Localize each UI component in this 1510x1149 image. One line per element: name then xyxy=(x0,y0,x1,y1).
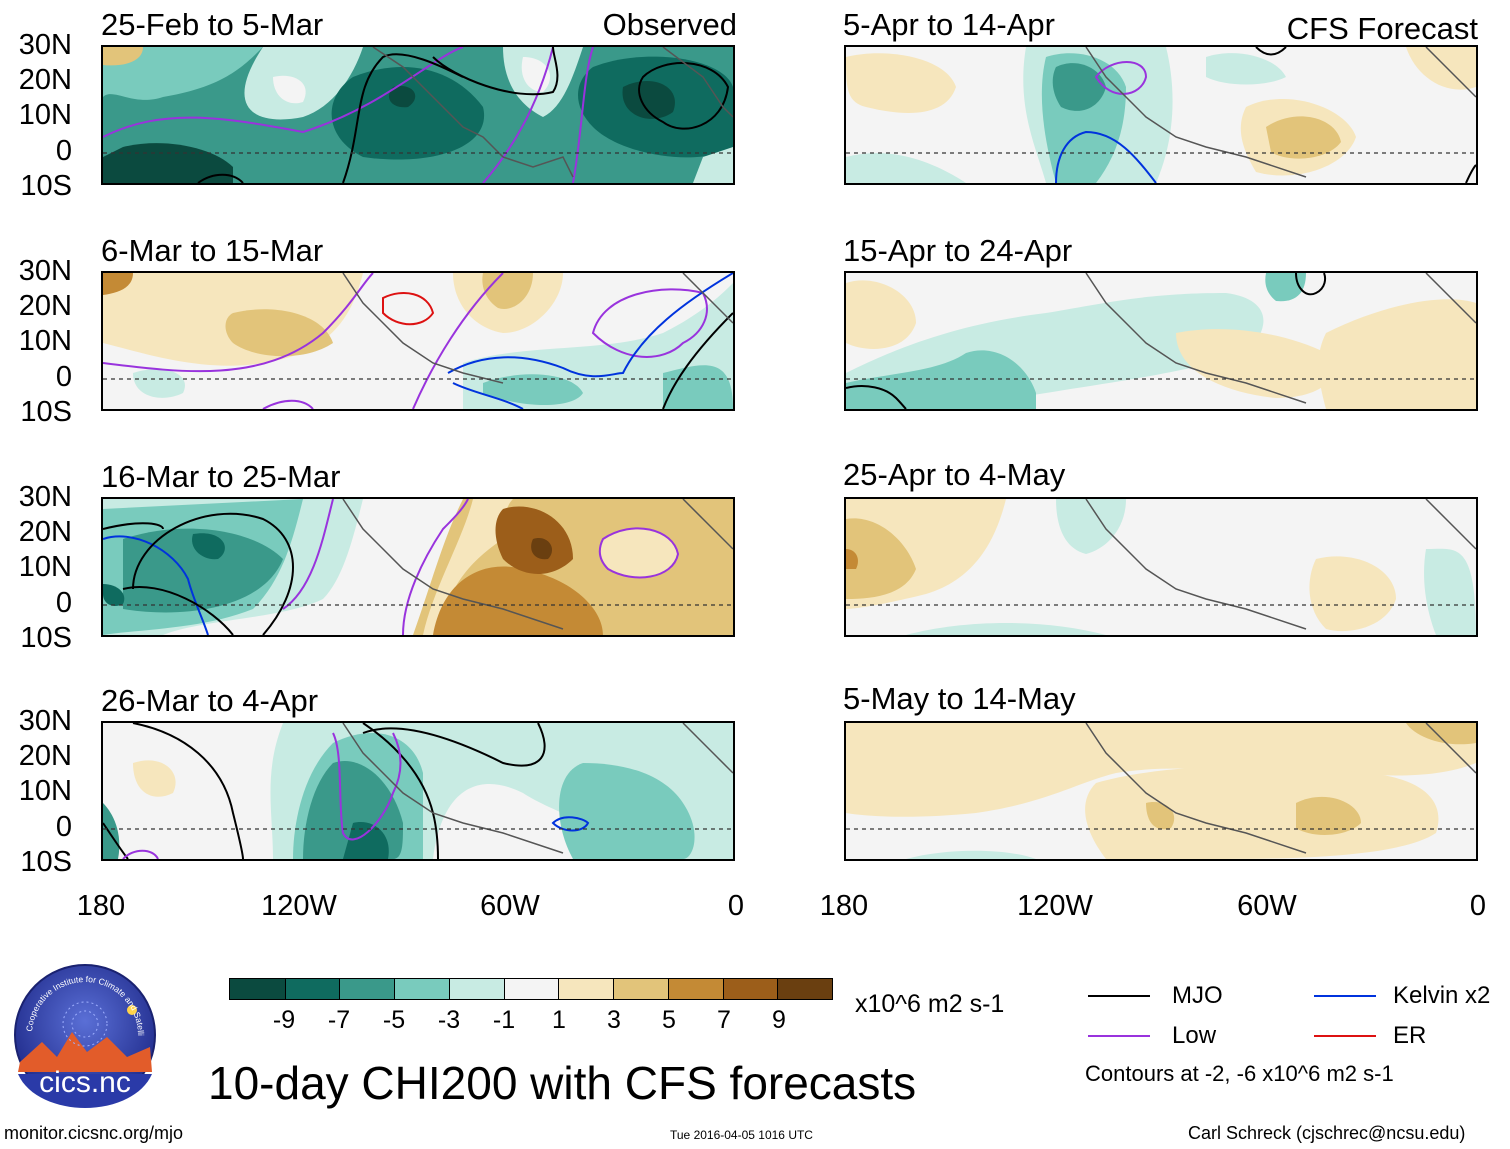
colorbar-label: 5 xyxy=(662,1006,676,1034)
colorbar-labels: -9 -7 -5 -3 -1 1 3 5 7 9 xyxy=(229,1006,833,1036)
colorbar xyxy=(229,978,833,1000)
mjo-line-swatch xyxy=(1088,995,1150,997)
panel-tag: CFS Forecast xyxy=(1286,11,1478,46)
lat-label: 10N xyxy=(18,99,72,131)
lon-label: 120W xyxy=(261,890,337,922)
lat-label: 20N xyxy=(18,290,72,322)
colorbar-cell xyxy=(777,979,832,999)
colorbar-cell xyxy=(230,979,285,999)
map-panel xyxy=(101,45,735,185)
colorbar-cell xyxy=(558,979,614,999)
lat-label: 30N xyxy=(18,705,72,737)
panel-title: 15-Apr to 24-Apr xyxy=(843,233,1073,268)
lat-label: 0 xyxy=(55,135,72,167)
panel-title: 25-Apr to 4-May xyxy=(843,457,1066,492)
lon-label: 180 xyxy=(76,890,126,922)
colorbar-label: 3 xyxy=(607,1006,621,1034)
legend-label: Low xyxy=(1172,1022,1217,1049)
lat-label: 0 xyxy=(55,361,72,393)
lon-label: 0 xyxy=(1469,890,1487,922)
panel-title: 5-Apr to 14-Apr xyxy=(843,7,1055,42)
colorbar-cell xyxy=(284,979,340,999)
er-line-swatch xyxy=(1314,1035,1376,1037)
footer-author: Carl Schreck (cjschrec@ncsu.edu) xyxy=(1188,1123,1466,1143)
colorbar-cell xyxy=(448,979,504,999)
colorbar-units: x10^6 m2 s-1 xyxy=(855,990,1005,1018)
main-title: 10-day CHI200 with CFS forecasts xyxy=(208,1057,917,1109)
colorbar-label: -7 xyxy=(327,1006,351,1034)
lon-label: 0 xyxy=(727,890,745,922)
lat-label: 10S xyxy=(20,622,72,654)
lat-label: 10S xyxy=(20,396,72,428)
lat-label: 10N xyxy=(18,775,72,807)
colorbar-label: -1 xyxy=(492,1006,516,1034)
lon-label: 60W xyxy=(480,890,540,922)
legend-label: ER xyxy=(1393,1022,1427,1049)
low-line-swatch xyxy=(1088,1035,1150,1037)
panel-tag: Observed xyxy=(602,7,737,42)
colorbar-label: 9 xyxy=(772,1006,786,1034)
footer-timestamp: Tue 2016-04-05 1016 UTC xyxy=(670,1128,813,1142)
panel-title: 25-Feb to 5-Mar xyxy=(101,7,324,42)
colorbar-cell xyxy=(503,979,559,999)
lat-label: 10S xyxy=(20,846,72,878)
colorbar-label: -3 xyxy=(437,1006,461,1034)
colorbar-label: -5 xyxy=(382,1006,406,1034)
colorbar-label: -9 xyxy=(272,1006,296,1034)
kelvin-line-swatch xyxy=(1314,995,1376,997)
legend-label: MJO xyxy=(1172,982,1223,1009)
lat-label: 0 xyxy=(55,811,72,843)
colorbar-cell xyxy=(722,979,778,999)
colorbar-label: 7 xyxy=(717,1006,731,1034)
colorbar-cells xyxy=(230,979,832,999)
lat-label: 20N xyxy=(18,516,72,548)
map-panel xyxy=(101,721,735,861)
lat-label: 10N xyxy=(18,325,72,357)
lat-label: 10S xyxy=(20,170,72,202)
map-panel xyxy=(844,271,1478,411)
map-panel xyxy=(844,497,1478,637)
logo-text: cics.nc xyxy=(39,1066,131,1099)
colorbar-label: 1 xyxy=(552,1006,566,1034)
colorbar-cell xyxy=(394,979,449,999)
panel-title: 16-Mar to 25-Mar xyxy=(101,459,341,494)
cics-logo: Cooperative Institute for Climate and Sa… xyxy=(10,954,158,1108)
lon-label: 180 xyxy=(819,890,869,922)
panel-title: 26-Mar to 4-Apr xyxy=(101,683,319,718)
lat-label: 20N xyxy=(18,740,72,772)
panel-title: 5-May to 14-May xyxy=(843,681,1076,716)
map-panel xyxy=(101,497,735,637)
lat-label: 10N xyxy=(18,551,72,583)
panel-title: 6-Mar to 15-Mar xyxy=(101,233,324,268)
contours-note: Contours at -2, -6 x10^6 m2 s-1 xyxy=(1085,1061,1394,1086)
colorbar-cell xyxy=(667,979,723,999)
map-panel xyxy=(844,45,1478,185)
lat-label: 30N xyxy=(18,481,72,513)
colorbar-cell xyxy=(613,979,668,999)
legend-label: Kelvin x2 xyxy=(1393,982,1491,1009)
colorbar-cell xyxy=(339,979,395,999)
lon-label: 120W xyxy=(1017,890,1093,922)
map-panel xyxy=(844,721,1478,861)
lon-label: 60W xyxy=(1237,890,1297,922)
map-panel xyxy=(101,271,735,411)
lat-label: 20N xyxy=(18,64,72,96)
footer-url: monitor.cicsnc.org/mjo xyxy=(4,1123,184,1143)
lat-label: 30N xyxy=(18,29,72,61)
lat-label: 30N xyxy=(18,255,72,287)
lat-label: 0 xyxy=(55,587,72,619)
